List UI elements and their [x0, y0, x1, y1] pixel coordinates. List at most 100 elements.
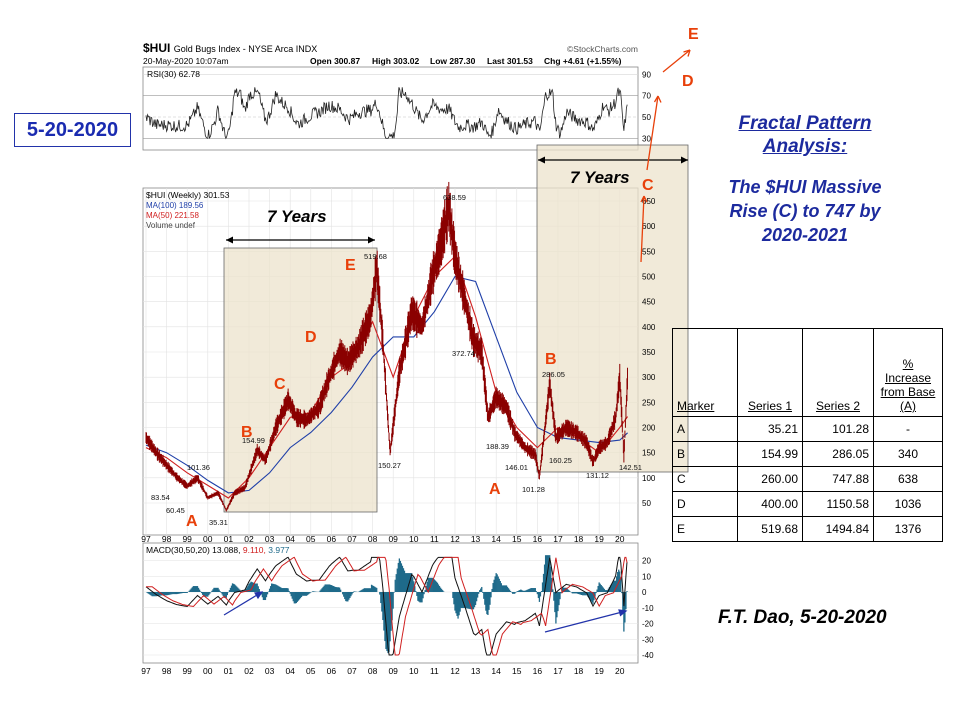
x-tick-label: 20 — [615, 534, 625, 544]
rsi-axis: 30 50 70 90 — [642, 70, 651, 143]
chart-credit: ©StockCharts.com — [567, 44, 638, 54]
analysis-title-line-2: Analysis: — [762, 136, 848, 157]
ma50-line — [145, 255, 629, 499]
ma100-legend: MA(100) 189.56 — [146, 201, 204, 210]
x-tick-label: 16 — [533, 666, 543, 676]
x-tick-label: 07 — [347, 666, 357, 676]
x-tick-label: 09 — [388, 534, 398, 544]
ohlc-low: Low 287.30 — [430, 56, 476, 66]
table-cell: D — [672, 491, 738, 517]
projection-arrows — [640, 49, 691, 263]
fractal-table: Marker Series 1 Series 2 % Increase from… — [672, 328, 943, 542]
analysis-subtitle: The $HUI Massive Rise (C) to 747 by 2020… — [695, 175, 915, 247]
rsi-tick-label: 30 — [642, 134, 651, 143]
rsi-tick-label: 50 — [642, 113, 651, 122]
x-tick-label: 98 — [162, 534, 172, 544]
table-cell: 519.68 — [737, 516, 803, 542]
x-tick-label: 09 — [388, 666, 398, 676]
rsi-tick-label: 70 — [642, 92, 651, 101]
table-cell: 400.00 — [737, 491, 803, 517]
seven-year-box-right — [536, 144, 689, 473]
table-cell: 101.28 — [802, 416, 874, 442]
table-cell: B — [672, 441, 738, 467]
macd-line — [145, 556, 628, 656]
macd-tick-label: -30 — [642, 635, 654, 644]
macd-label: MACD(30,50,20) 13.088, 9.110, 3.977 — [146, 545, 290, 555]
x-tick-label: 02 — [244, 666, 254, 676]
x-tick-label: 18 — [574, 534, 584, 544]
table-header-series2: Series 2 — [802, 328, 874, 417]
x-tick-label: 11 — [430, 534, 439, 544]
table-row: A 35.21 101.28 - — [672, 416, 943, 442]
chart-datetime: 20-May-2020 10:07am — [143, 56, 229, 66]
table-cell: 1150.58 — [802, 491, 874, 517]
price-tick-label: 350 — [642, 348, 656, 357]
table-cell: C — [672, 466, 738, 492]
price-tick-label: 150 — [642, 449, 656, 458]
price-tick-label: 550 — [642, 247, 656, 256]
rsi-label: RSI(30) 62.78 — [147, 69, 200, 79]
price-tick-label: 100 — [642, 474, 656, 483]
macd-trend-arrows — [223, 591, 628, 633]
x-tick-label: 03 — [265, 666, 275, 676]
x-tick-label: 04 — [285, 666, 295, 676]
price-tick-label: 600 — [642, 222, 656, 231]
volume-legend: Volume undef — [146, 221, 196, 230]
price-annotation: 188.39 — [486, 442, 509, 451]
rsi-tick-label: 90 — [642, 70, 651, 79]
x-tick-label: 07 — [347, 534, 357, 544]
wave-label-b-left: B — [241, 424, 253, 441]
x-tick-label: 97 — [141, 534, 151, 544]
x-tick-label: 20 — [615, 666, 625, 676]
wave-label-a-left: A — [186, 513, 198, 530]
x-tick-label: 10 — [409, 666, 419, 676]
wave-label-a-right: A — [489, 481, 501, 498]
x-tick-label: 05 — [306, 534, 316, 544]
macd-tick-label: 20 — [642, 557, 651, 566]
table-row: C 260.00 747.88 638 — [672, 466, 943, 492]
x-axis-macd: 97 98 99 00 01 02 03 04 05 06 07 08 09 10 11 12 13 14 15 16… — [141, 666, 624, 676]
table-cell: 260.00 — [737, 466, 803, 492]
analysis-title-line-1: Fractal Pattern — [738, 113, 872, 134]
macd-tick-label: 0 — [642, 588, 647, 597]
price-annotation: 35.31 — [209, 518, 228, 527]
x-tick-label: 01 — [224, 666, 234, 676]
author-credit: F.T. Dao, 5-20-2020 — [718, 607, 887, 628]
wave-label-c-right: C — [642, 177, 654, 194]
x-tick-label: 11 — [430, 666, 439, 676]
x-tick-label: 06 — [327, 666, 337, 676]
macd-tick-label: -40 — [642, 651, 654, 660]
price-tick-label: 300 — [642, 373, 656, 382]
wave-label-d-right: D — [682, 73, 694, 90]
date-box: 5-20-2020 — [14, 113, 131, 147]
chart-symbol-title: $HUI Gold Bugs Index - NYSE Arca INDX — [143, 41, 317, 55]
price-annotation: 101.28 — [522, 485, 545, 494]
price-annotations: 638.59 519.68 372.74 286.05 188.39 160.25 154.… — [151, 193, 642, 527]
table-cell: 747.88 — [802, 466, 874, 492]
seven-years-arrow-right — [538, 156, 688, 164]
x-tick-label: 14 — [491, 534, 501, 544]
x-tick-label: 15 — [512, 534, 522, 544]
macd-tick-label: 10 — [642, 572, 651, 581]
price-annotation: 146.01 — [505, 463, 528, 472]
x-tick-label: 12 — [450, 534, 460, 544]
x-tick-label: 14 — [491, 666, 501, 676]
x-tick-label: 02 — [244, 534, 254, 544]
price-annotation: 286.05 — [542, 370, 565, 379]
table-row: D 400.00 1150.58 1036 — [672, 491, 943, 517]
x-tick-label: 05 — [306, 666, 316, 676]
price-tick-label: 450 — [642, 298, 656, 307]
wave-label-e-left: E — [345, 257, 356, 274]
price-tick-label: 250 — [642, 398, 656, 407]
table-cell: 1494.84 — [802, 516, 874, 542]
analysis-subtitle-line-2: Rise (C) to 747 by — [729, 201, 881, 221]
macd-tick-label: -10 — [642, 604, 654, 613]
seven-years-label-right: 7 Years — [570, 168, 630, 187]
macd-axis: 20 10 0 -10 -20 -30 -40 — [642, 557, 654, 661]
ohlc-open: Open 300.87 — [310, 56, 360, 66]
price-annotation: 160.25 — [549, 456, 572, 465]
price-tick-label: 50 — [642, 499, 651, 508]
price-annotation: 142.51 — [619, 463, 642, 472]
macd-signal-line — [146, 556, 628, 656]
